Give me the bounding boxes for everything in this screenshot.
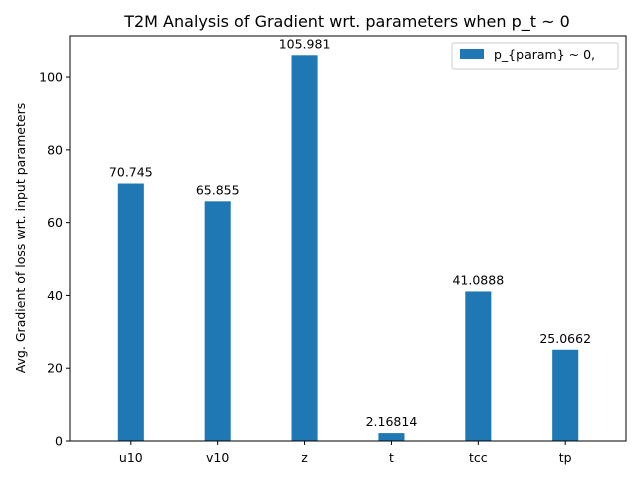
x-tick-label-tcc: tcc (469, 450, 488, 465)
chart-title: T2M Analysis of Gradient wrt. parameters… (123, 12, 570, 32)
bar-z (291, 55, 318, 441)
data-label-v10: 65.855 (196, 182, 240, 197)
x-tick-label-tp: tp (559, 450, 572, 465)
x-tick-label-t: t (389, 450, 394, 465)
data-label-z: 105.981 (279, 36, 331, 51)
y-tick-label-40: 40 (47, 288, 63, 303)
x-tick-label-v10: v10 (206, 450, 229, 465)
legend-swatch (460, 49, 484, 59)
plot-area-frame (69, 35, 627, 442)
legend: p_{param} ~ 0, (451, 42, 619, 70)
bar-v10 (204, 201, 231, 441)
y-axis-label: Avg. Gradient of loss wrt. input paramet… (13, 103, 28, 373)
legend-box (451, 42, 619, 70)
data-label-tp: 25.0662 (539, 331, 591, 346)
y-axis-ticks: 0 20 40 60 80 100 (39, 70, 70, 449)
y-tick-label-80: 80 (47, 142, 63, 157)
y-tick-label-20: 20 (47, 361, 63, 376)
x-tick-label-z: z (301, 450, 308, 465)
legend-label: p_{param} ~ 0, (494, 47, 595, 62)
x-tick-label-u10: u10 (119, 450, 143, 465)
y-tick-label-0: 0 (55, 434, 63, 449)
bar-u10 (117, 183, 144, 441)
x-axis-ticks: u10 v10 z t tcc tp (119, 441, 572, 465)
bars-group (117, 55, 579, 441)
data-label-u10: 70.745 (109, 165, 153, 180)
bar-tp (552, 349, 579, 441)
bar-t (378, 433, 405, 441)
bar-tcc (465, 291, 492, 441)
data-label-t: 2.16814 (366, 414, 418, 429)
y-tick-label-100: 100 (39, 70, 63, 85)
y-tick-label-60: 60 (47, 215, 63, 230)
data-labels-group: 70.745 65.855 105.981 2.16814 41.0888 25.0662 (109, 36, 591, 429)
data-label-tcc: 41.0888 (452, 272, 504, 287)
